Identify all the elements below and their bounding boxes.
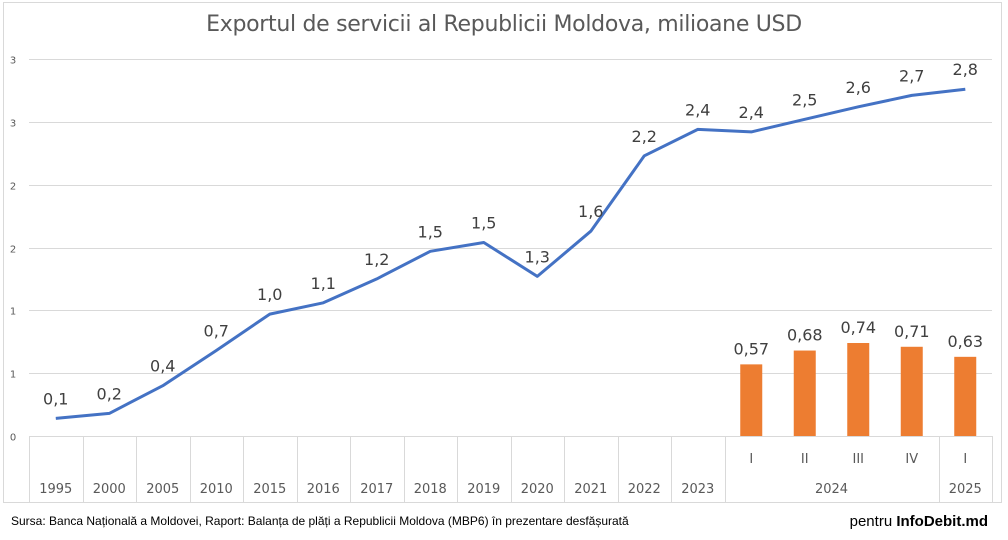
source-note: Sursa: Banca Națională a Moldovei, Rapor… [11, 514, 629, 528]
line-data-label: 1,2 [364, 250, 389, 269]
brand-name: InfoDebit.md [896, 513, 988, 530]
x-category-label: 1995 [39, 482, 72, 497]
x-category-label: 2019 [467, 482, 500, 497]
line-data-label: 0,4 [150, 357, 175, 376]
x-category-label: 2010 [200, 482, 233, 497]
x-category-label: 2000 [93, 482, 126, 497]
x-category-label: 2005 [146, 482, 179, 497]
y-tick-label: 1 [10, 307, 16, 318]
x-category-label: 2021 [574, 482, 607, 497]
line-data-label: 2,4 [685, 100, 710, 119]
line-data-label: 2,2 [632, 127, 657, 146]
line-data-label: 1,6 [578, 202, 603, 221]
x-group-label: 2024 [815, 482, 848, 497]
brand-credit: pentru InfoDebit.md [850, 513, 988, 530]
x-category-label: 2015 [253, 482, 286, 497]
bar-data-label: 0,57 [733, 339, 769, 358]
y-tick-label: 2 [10, 182, 16, 193]
line-data-label: 2,6 [846, 78, 871, 97]
chart-title: Exportul de servicii al Republicii Moldo… [206, 12, 802, 37]
bar [793, 350, 816, 436]
line-data-label: 2,8 [953, 60, 978, 79]
x-category-label: 2017 [360, 482, 393, 497]
brand-prefix: pentru [849, 513, 893, 530]
bar-data-label: 0,68 [787, 326, 823, 345]
x-category-label: 2023 [681, 482, 714, 497]
line-data-label: 2,7 [899, 66, 924, 85]
bar [954, 356, 977, 436]
bar-data-label: 0,71 [894, 322, 930, 341]
bar [900, 346, 923, 436]
bar-data-label: 0,74 [840, 318, 876, 337]
y-tick-label: 3 [10, 119, 16, 130]
line-data-label: 0,1 [43, 389, 68, 408]
line-data-label: 1,5 [418, 222, 443, 241]
chart-frame [3, 2, 1002, 503]
line-data-label: 1,1 [311, 274, 336, 293]
x-sub-label: I [749, 452, 753, 467]
x-category-label: 2020 [521, 482, 554, 497]
x-sub-label: III [852, 452, 864, 467]
y-tick-label: 2 [10, 245, 16, 256]
line-data-label: 0,2 [97, 384, 122, 403]
line-data-label: 1,3 [525, 247, 550, 266]
x-category-label: 2016 [307, 482, 340, 497]
x-category-label: 2018 [414, 482, 447, 497]
y-tick-label: 3 [10, 56, 16, 67]
line-data-label: 0,7 [204, 322, 229, 341]
series-line [55, 87, 966, 420]
y-tick-label: 1 [10, 370, 16, 381]
x-sub-label: II [801, 452, 809, 467]
line-data-label: 1,0 [257, 285, 282, 304]
line-data-label: 2,4 [739, 103, 764, 122]
bar [740, 364, 763, 436]
bar-data-label: 0,63 [947, 332, 983, 351]
x-sub-label: I [963, 452, 967, 467]
line-data-label: 1,5 [471, 213, 496, 232]
y-tick-label: 0 [10, 433, 16, 444]
line-data-label: 2,5 [792, 90, 817, 109]
x-sub-label: IV [905, 452, 918, 467]
bar [847, 343, 870, 436]
x-category-label: 2022 [628, 482, 661, 497]
x-group-label: 2025 [949, 482, 982, 497]
